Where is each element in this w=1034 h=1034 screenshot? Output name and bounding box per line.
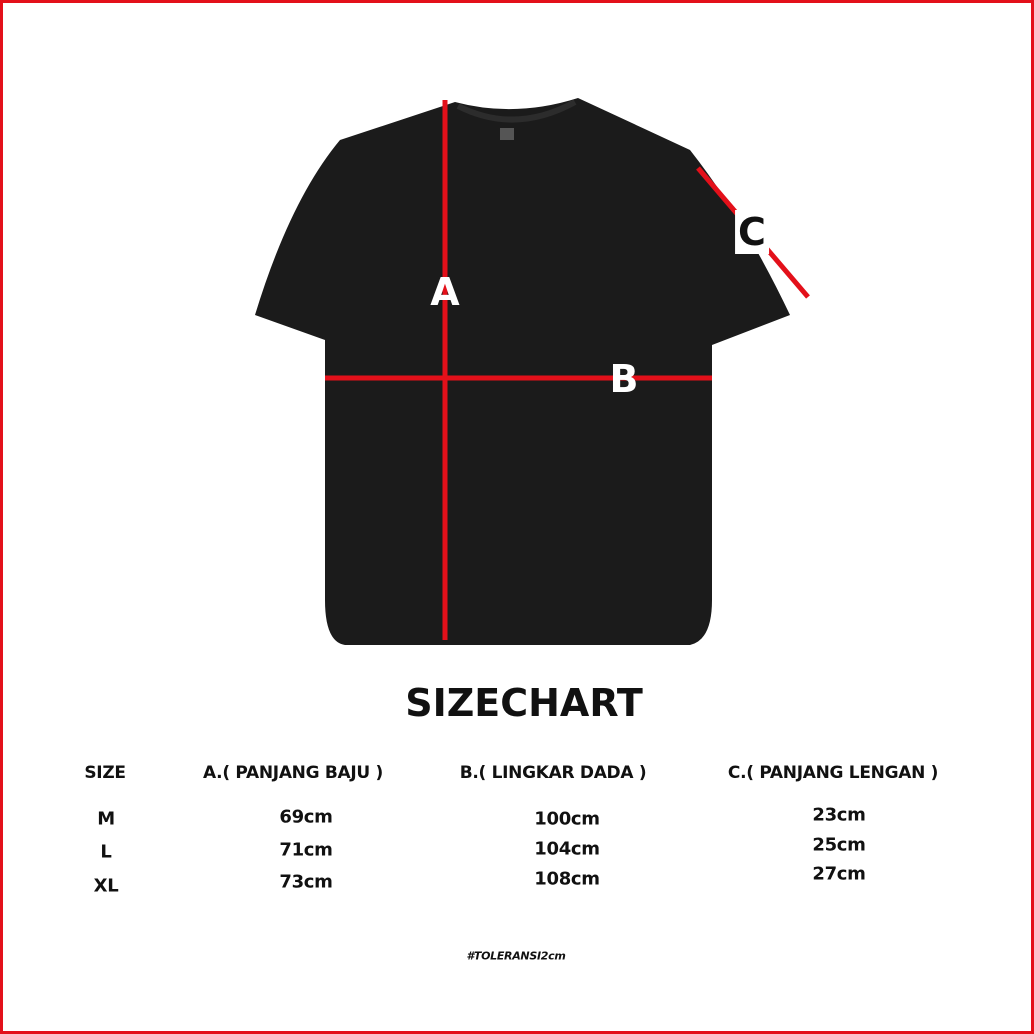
row-m-a: 69cm [279, 806, 333, 828]
row-l-c: 25cm [812, 834, 866, 856]
row-l-size: L [100, 841, 112, 863]
tolerance-note: #TOLERANSI2cm [466, 949, 566, 963]
row-m-c: 23cm [812, 804, 866, 826]
row-xl-size: XL [93, 875, 119, 897]
header-panjang-lengan: C.( PANJANG LENGAN ) [727, 763, 939, 783]
header-panjang-baju: A.( PANJANG BAJU ) [202, 763, 384, 783]
row-l-b: 104cm [534, 838, 600, 860]
page-title: SIZECHART [405, 681, 643, 725]
tshirt-shape [255, 98, 790, 645]
neck-collar [456, 99, 577, 123]
header-size: SIZE [84, 763, 126, 783]
marker-c: C [735, 210, 769, 254]
neck-label-icon [500, 128, 514, 140]
row-xl-c: 27cm [812, 863, 866, 885]
marker-b: B [609, 357, 639, 401]
row-m-size: M [97, 808, 115, 830]
row-m-b: 100cm [534, 808, 600, 830]
row-xl-b: 108cm [534, 868, 600, 890]
header-lingkar-dada: B.( LINGKAR DADA ) [459, 763, 647, 783]
marker-a: A [430, 270, 460, 314]
row-xl-a: 73cm [279, 871, 333, 893]
row-l-a: 71cm [279, 839, 333, 861]
